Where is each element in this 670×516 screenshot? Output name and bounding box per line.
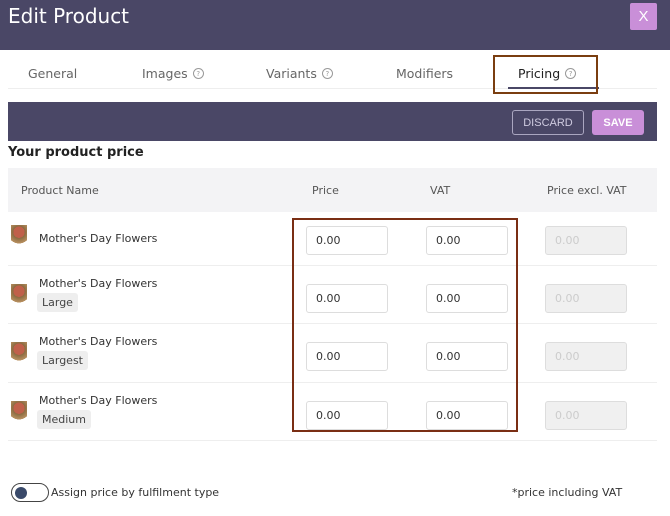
product-thumbnail — [11, 401, 27, 425]
price-input[interactable]: 0.00 — [306, 401, 388, 430]
tab-label: Pricing — [518, 66, 561, 81]
table-row: Mother's Day Flowers Medium 0.00 0.00 0.… — [8, 383, 657, 441]
price-input[interactable]: 0.00 — [306, 226, 388, 255]
tab-label: Images — [142, 66, 188, 81]
price-excl-vat-input: 0.00 — [545, 226, 627, 255]
price-input[interactable]: 0.00 — [306, 284, 388, 313]
price-excl-vat-input: 0.00 — [545, 401, 627, 430]
fulfilment-toggle[interactable] — [11, 483, 49, 502]
product-name: Mother's Day Flowers — [39, 277, 158, 290]
product-name: Mother's Day Flowers — [39, 394, 158, 407]
help-icon[interactable]: ? — [321, 68, 333, 79]
table-row: Mother's Day Flowers Large 0.00 0.00 0.0… — [8, 266, 657, 324]
variant-badge: Large — [37, 293, 78, 312]
vat-input[interactable]: 0.00 — [426, 284, 508, 313]
vat-input[interactable]: 0.00 — [426, 401, 508, 430]
column-header: VAT — [430, 184, 451, 197]
active-tab-underline — [508, 87, 599, 89]
tab-pricing[interactable]: Pricing? — [518, 66, 577, 81]
product-thumbnail — [11, 284, 27, 308]
product-name: Mother's Day Flowers — [39, 335, 158, 348]
tab-images[interactable]: Images? — [142, 66, 204, 81]
discard-button[interactable]: DISCARD — [512, 110, 584, 135]
column-header: Price excl. VAT — [547, 184, 627, 197]
table-row: Mother's Day Flowers 0.00 0.00 0.00 — [8, 212, 657, 266]
variant-badge: Medium — [37, 410, 91, 429]
vat-note: *price including VAT — [512, 486, 623, 499]
help-icon[interactable]: ? — [565, 68, 577, 79]
highlight-box — [292, 218, 518, 432]
tab-modifiers[interactable]: Modifiers — [396, 66, 453, 81]
price-input[interactable]: 0.00 — [306, 342, 388, 371]
table-row: Mother's Day Flowers Largest 0.00 0.00 0… — [8, 324, 657, 383]
close-button[interactable]: X — [630, 3, 657, 30]
column-header: Price — [312, 184, 339, 197]
vat-input[interactable]: 0.00 — [426, 226, 508, 255]
product-thumbnail — [11, 225, 27, 249]
modal-title: Edit Product — [8, 4, 130, 28]
vat-input[interactable]: 0.00 — [426, 342, 508, 371]
variant-badge: Largest — [37, 351, 88, 370]
product-name: Mother's Day Flowers — [39, 232, 158, 245]
tab-variants[interactable]: Variants? — [266, 66, 333, 81]
column-header: Product Name — [21, 184, 99, 197]
modal-header: Edit Product X — [0, 0, 670, 50]
save-button[interactable]: SAVE — [592, 110, 644, 135]
tab-label: General — [28, 66, 78, 81]
highlight-box — [493, 55, 598, 94]
tab-label: Modifiers — [396, 66, 454, 81]
price-excl-vat-input: 0.00 — [545, 284, 627, 313]
section-title: Your product price — [8, 145, 144, 160]
tab-label: Variants — [266, 66, 317, 81]
tab-general[interactable]: General — [28, 66, 77, 81]
help-icon[interactable]: ? — [192, 68, 204, 79]
price-excl-vat-input: 0.00 — [545, 342, 627, 371]
toggle-label: Assign price by fulfilment type — [51, 486, 220, 499]
table-header: Product Name Price VAT Price excl. VAT — [8, 168, 657, 212]
toggle-knob — [15, 487, 27, 499]
product-thumbnail — [11, 342, 27, 366]
tab-bar: General Images? Variants? Modifiers Pric… — [8, 56, 657, 89]
